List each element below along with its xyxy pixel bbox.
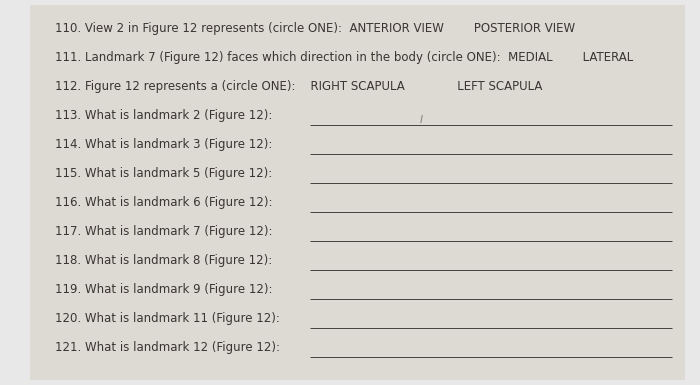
Text: 112. Figure 12 represents a (circle ONE):    RIGHT SCAPULA              LEFT SCA: 112. Figure 12 represents a (circle ONE)… [55, 80, 542, 93]
Text: I: I [420, 115, 423, 125]
Text: 111. Landmark 7 (Figure 12) faces which direction in the body (circle ONE):  MED: 111. Landmark 7 (Figure 12) faces which … [55, 51, 634, 64]
Text: 114. What is landmark 3 (Figure 12):: 114. What is landmark 3 (Figure 12): [55, 138, 272, 151]
FancyBboxPatch shape [30, 5, 685, 380]
Text: 118. What is landmark 8 (Figure 12):: 118. What is landmark 8 (Figure 12): [55, 254, 272, 267]
Text: 121. What is landmark 12 (Figure 12):: 121. What is landmark 12 (Figure 12): [55, 341, 280, 354]
Text: 115. What is landmark 5 (Figure 12):: 115. What is landmark 5 (Figure 12): [55, 167, 272, 180]
Text: 113. What is landmark 2 (Figure 12):: 113. What is landmark 2 (Figure 12): [55, 109, 272, 122]
Text: 120. What is landmark 11 (Figure 12):: 120. What is landmark 11 (Figure 12): [55, 312, 280, 325]
Text: 116. What is landmark 6 (Figure 12):: 116. What is landmark 6 (Figure 12): [55, 196, 272, 209]
Text: 110. View 2 in Figure 12 represents (circle ONE):  ANTERIOR VIEW        POSTERIO: 110. View 2 in Figure 12 represents (cir… [55, 22, 575, 35]
Text: 117. What is landmark 7 (Figure 12):: 117. What is landmark 7 (Figure 12): [55, 225, 272, 238]
Text: 119. What is landmark 9 (Figure 12):: 119. What is landmark 9 (Figure 12): [55, 283, 272, 296]
